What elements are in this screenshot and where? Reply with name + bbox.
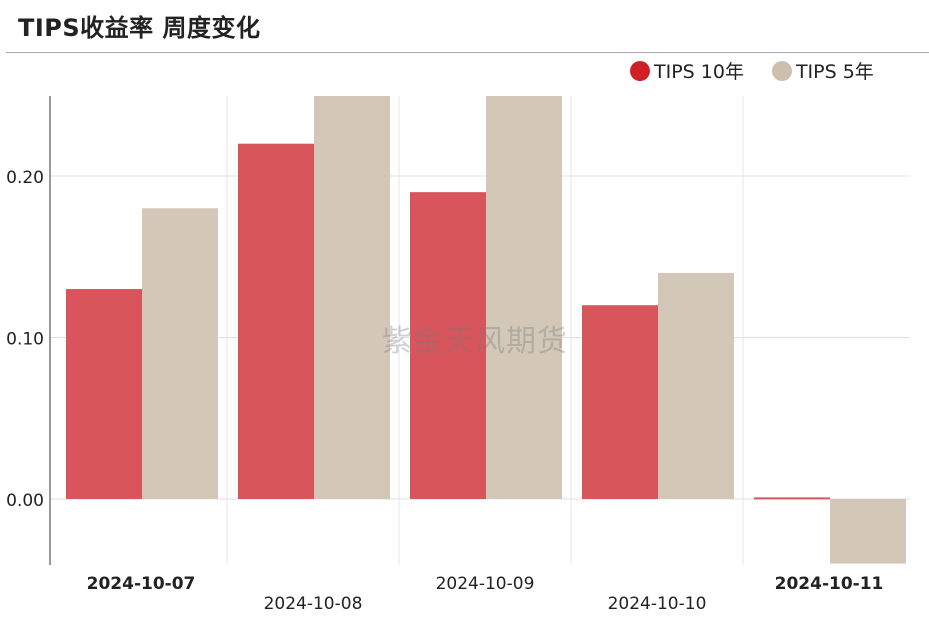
legend-swatch-tips10 (630, 60, 650, 81)
bar-tips5-2024-10-08[interactable] (314, 95, 390, 499)
legend-swatch-tips5 (771, 60, 792, 81)
bar-tips5-2024-10-10[interactable] (658, 272, 734, 499)
legend-item-tips5[interactable]: TIPS 5年 (771, 57, 874, 84)
chart-title: TIPS收益率 周度变化 (18, 14, 261, 42)
y-tick-label: 0.20 (6, 168, 44, 188)
x-tick-label: 2024-10-11 (775, 574, 884, 594)
x-tick-label: 2024-10-08 (264, 594, 363, 614)
bar-tips5-2024-10-07[interactable] (142, 208, 218, 500)
legend-item-tips10[interactable]: TIPS 10年 (630, 57, 744, 84)
bar-tips5-2024-10-11[interactable] (830, 499, 906, 564)
y-tick-label: 0.00 (6, 491, 44, 511)
x-tick-label: 2024-10-09 (436, 574, 535, 594)
bar-tips10-2024-10-10[interactable] (582, 305, 658, 499)
legend-label-tips5: TIPS 5年 (795, 61, 874, 83)
x-tick-label: 2024-10-07 (87, 574, 196, 594)
legend-label-tips10: TIPS 10年 (654, 61, 744, 83)
x-tick-label: 2024-10-10 (608, 594, 707, 614)
title-divider (6, 52, 929, 53)
bar-tips5-2024-10-09[interactable] (486, 95, 562, 499)
bar-tips10-2024-10-08[interactable] (238, 143, 314, 499)
legend: TIPS 10年 TIPS 5年 (630, 57, 902, 84)
bar-tips10-2024-10-11[interactable] (754, 497, 830, 500)
bar-tips10-2024-10-09[interactable] (410, 192, 486, 499)
watermark: 紫金天风期货 (382, 324, 568, 359)
bar-tips10-2024-10-07[interactable] (66, 289, 142, 499)
y-tick-label: 0.10 (6, 330, 44, 350)
